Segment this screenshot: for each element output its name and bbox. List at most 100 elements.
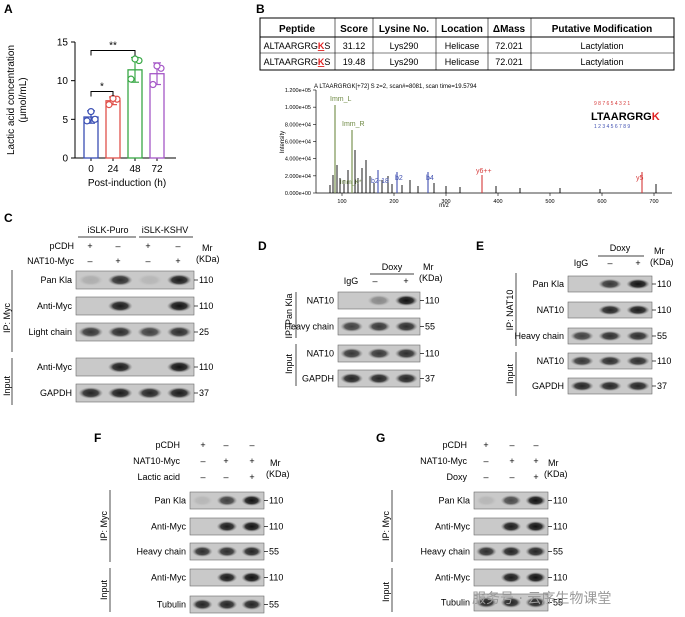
molecular-weight-label: 110 — [553, 573, 567, 583]
molecular-weight-label: 55 — [553, 598, 563, 608]
spectrum-x-tick-label: 100 — [337, 199, 346, 205]
blot-band — [191, 599, 213, 610]
molecular-weight-label: 110 — [657, 279, 671, 289]
treatment-marks: – + — [607, 258, 640, 268]
blot-band — [525, 495, 547, 506]
treatment-marks: + – – – + + – – + — [483, 440, 538, 482]
treatment-mark: – — [200, 456, 205, 466]
spectrum-peaks — [329, 105, 657, 193]
sequence-y-index: 9 8 7 6 5 4 3 2 1 — [594, 101, 630, 107]
band-label: Pan Kla — [154, 496, 186, 506]
blot-band — [525, 521, 547, 532]
kda-label: (KDa) — [544, 469, 568, 479]
band-label: Anti-Myc — [37, 301, 73, 311]
modification-cell: Lactylation — [580, 57, 623, 67]
band-label: Anti-Myc — [435, 573, 471, 583]
blot-band — [78, 274, 104, 286]
panel-label-c: C — [4, 211, 13, 225]
blot-strips: Pan Kla 110 Anti-Myc 110 Heavy chain 55 Anti-M… — [136, 491, 283, 614]
x-tick-label: 72 — [151, 164, 163, 175]
x-ticks: 0 24 48 72 — [88, 158, 163, 175]
igg-label: IgG — [344, 276, 359, 286]
data-point — [131, 55, 139, 63]
blot-band — [137, 387, 163, 399]
mr-label: Mr — [270, 458, 281, 468]
sequence-b-index: 1 2 3 4 5 6 7 8 9 — [594, 124, 630, 130]
y-tick-label: 15 — [57, 38, 69, 49]
band-label: NAT10 — [307, 349, 334, 359]
molecular-weight-label: 110 — [269, 573, 283, 583]
band-label: NAT10 — [307, 296, 334, 306]
significance-label: ** — [109, 41, 117, 52]
molecular-weight-label: 37 — [199, 388, 209, 398]
blot-band — [340, 321, 364, 332]
blot-band — [394, 295, 418, 306]
band-label: Anti-Myc — [151, 573, 187, 583]
doxy-label: Doxy — [610, 243, 631, 253]
blot-band — [525, 572, 547, 583]
spectrum-y-tick-label: 2.000e+04 — [285, 174, 311, 180]
molecular-weight-label: 55 — [553, 547, 563, 557]
col-header-kshv: iSLK-KSHV — [142, 225, 189, 235]
spectrum-y-tick-label: 0.000e+00 — [285, 191, 311, 197]
spectrum-x-tick-label: 600 — [597, 199, 606, 205]
treatment-mark: – — [249, 440, 254, 450]
blot-band — [107, 274, 133, 286]
band-label: Tubulin — [441, 598, 470, 608]
peptide-cell: ALTAARGRGKS — [264, 41, 331, 51]
group-label-input: Input — [99, 579, 109, 600]
table-frame — [259, 17, 675, 71]
blot-band — [241, 546, 263, 557]
row-label-pcdh: pCDH — [155, 440, 180, 450]
spectrum-x-tick-label: 400 — [493, 199, 502, 205]
treatment-mark: + — [533, 472, 538, 482]
blot-band — [166, 274, 192, 286]
blot-band — [166, 326, 192, 338]
spectrum-y-tick-label: 1.000e+05 — [285, 105, 311, 111]
treatment-mark: – — [509, 472, 514, 482]
molecular-weight-label: 55 — [657, 331, 667, 341]
annotation-b2: b2 — [395, 175, 403, 182]
treatment-marks: – + — [372, 276, 408, 286]
significance-label: * — [100, 81, 104, 92]
treatment-mark: + — [403, 276, 408, 286]
x-tick-label: 0 — [88, 164, 94, 175]
treatment-mark: + — [175, 256, 180, 266]
blot-band — [500, 597, 522, 608]
blot-band — [166, 387, 192, 399]
western-blot-c: iSLK-Puro iSLK-KSHV Mr (KDa) pCDH NAT10-… — [2, 225, 220, 405]
blot-band — [78, 387, 104, 399]
blot-band — [107, 387, 133, 399]
y-tick-label: 5 — [62, 115, 68, 126]
peptide-cell: ALTAARGRGKS — [264, 57, 331, 67]
kda-label: (KDa) — [419, 273, 443, 283]
blot-band — [367, 373, 391, 384]
molecular-weight-label: 55 — [269, 600, 279, 610]
blot-band — [241, 572, 263, 583]
blot-band — [216, 521, 238, 532]
row-label-lactic-acid: Lactic acid — [137, 472, 180, 482]
treatment-mark: + — [87, 241, 92, 251]
doxy-label: Doxy — [382, 262, 403, 272]
molecular-weight-label: 25 — [199, 327, 209, 337]
blot-band — [598, 380, 622, 392]
panel-label-e: E — [476, 239, 484, 253]
table-header-peptide: Peptide — [279, 24, 316, 35]
spectrum-x-tick-label: 700 — [649, 199, 658, 205]
treatment-mark: + — [223, 456, 228, 466]
treatment-mark: – — [145, 256, 150, 266]
blot-band — [78, 326, 104, 338]
spectrum-x-tick-label: 500 — [545, 199, 554, 205]
treatment-mark: + — [115, 256, 120, 266]
band-label: GAPDH — [532, 381, 564, 391]
blot-band — [598, 355, 622, 367]
mr-label: Mr — [654, 246, 665, 256]
igg-label: IgG — [574, 258, 589, 268]
spectrum-y-tick-label: 6.000e+04 — [285, 140, 311, 146]
panel-label-d: D — [258, 239, 267, 253]
band-label: Anti-Myc — [151, 522, 187, 532]
group-label-input: Input — [2, 375, 12, 396]
blot-band — [626, 380, 650, 392]
